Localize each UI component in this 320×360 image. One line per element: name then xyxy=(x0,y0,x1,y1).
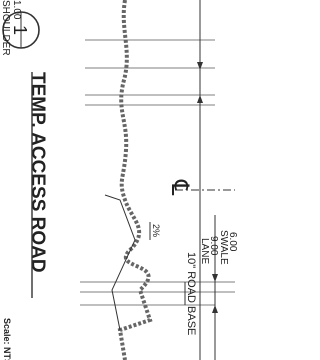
scale: Scale: NTS xyxy=(2,318,12,360)
detail-number: 1 xyxy=(10,25,30,35)
road-profile xyxy=(120,0,150,360)
detail-title: TEMP. ACCESS ROAD xyxy=(27,72,48,273)
centerline-symbol: ℄ xyxy=(166,179,193,196)
shoulder-width: 1.00 xyxy=(11,0,22,20)
shoulder-label: SHOULDER xyxy=(0,0,11,56)
slope: 2% xyxy=(151,224,161,237)
reference-lines xyxy=(80,40,235,305)
drawing: 1 TEMP. ACCESS ROAD Scale: NTS 1.00 SHOU… xyxy=(0,0,245,360)
road-base: 10" ROAD BASE xyxy=(185,252,197,335)
lane-label: LANE xyxy=(199,238,210,264)
